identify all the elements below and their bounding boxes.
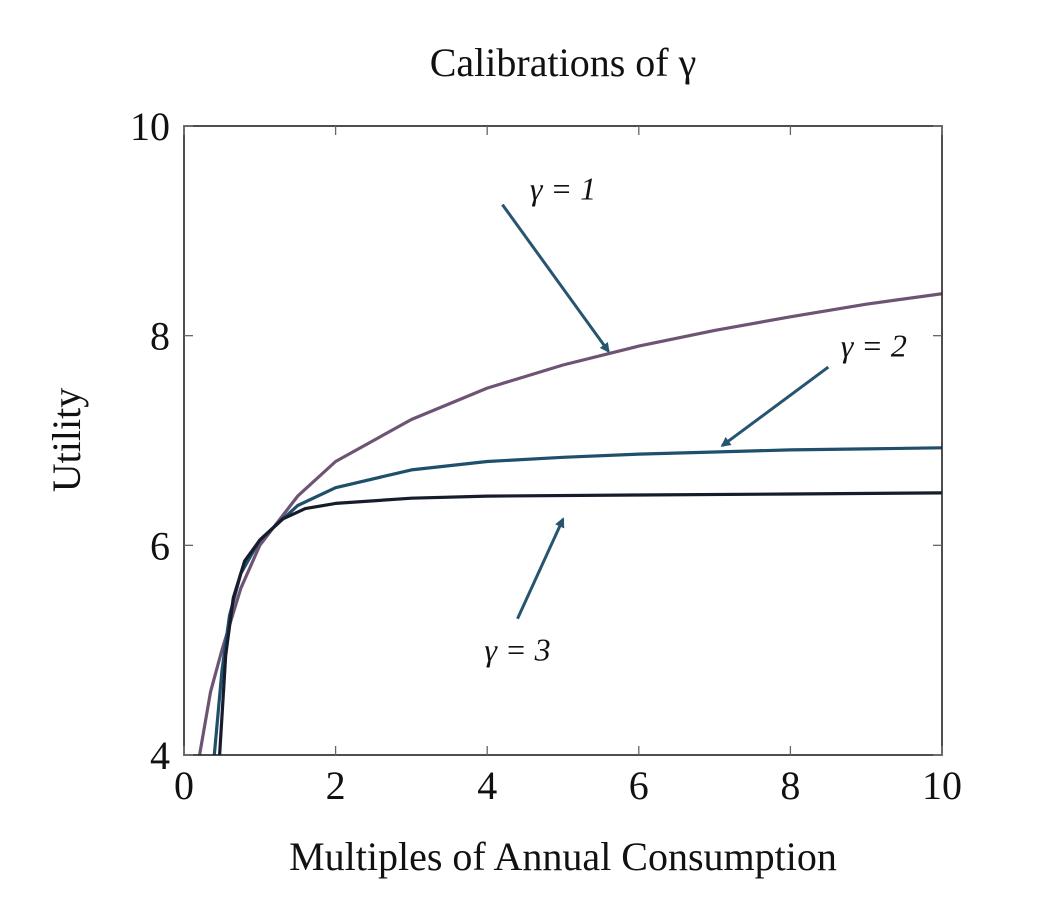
annotation-label-gamma-1: γ = 1 (530, 170, 596, 206)
x-tick-label: 6 (629, 763, 649, 808)
y-axis-label: Utility (44, 388, 89, 492)
x-tick-label: 2 (326, 763, 346, 808)
annotation-label-gamma-2: γ = 2 (841, 328, 907, 364)
annotation-label-gamma-3: γ = 3 (484, 632, 550, 668)
x-axis-label: Multiples of Annual Consumption (289, 834, 837, 879)
axes: 0 2 4 6 8 10 4 6 8 10 (130, 104, 962, 808)
plot-area: γ = 1 γ = 2 γ = 3 (197, 170, 942, 755)
annotation-arrow-gamma-2 (720, 365, 830, 447)
y-tick-label: 4 (150, 733, 170, 778)
y-tick-label: 8 (150, 314, 170, 359)
series-line-gamma-3 (218, 491, 942, 755)
plot-frame (183, 125, 943, 756)
chart-title: Calibrations of γ (430, 40, 697, 85)
annotation-arrow-gamma-3 (516, 517, 565, 620)
x-tick-label: 8 (780, 763, 800, 808)
series-group (197, 292, 942, 755)
x-tick-label: 0 (174, 763, 194, 808)
x-tick-label: 4 (477, 763, 497, 808)
series-line-gamma-1 (197, 292, 942, 755)
x-tick-label: 10 (922, 763, 962, 808)
y-tick-label: 10 (130, 104, 170, 149)
annotation-arrow-gamma-1 (501, 203, 610, 354)
y-tick-label: 6 (150, 523, 170, 568)
